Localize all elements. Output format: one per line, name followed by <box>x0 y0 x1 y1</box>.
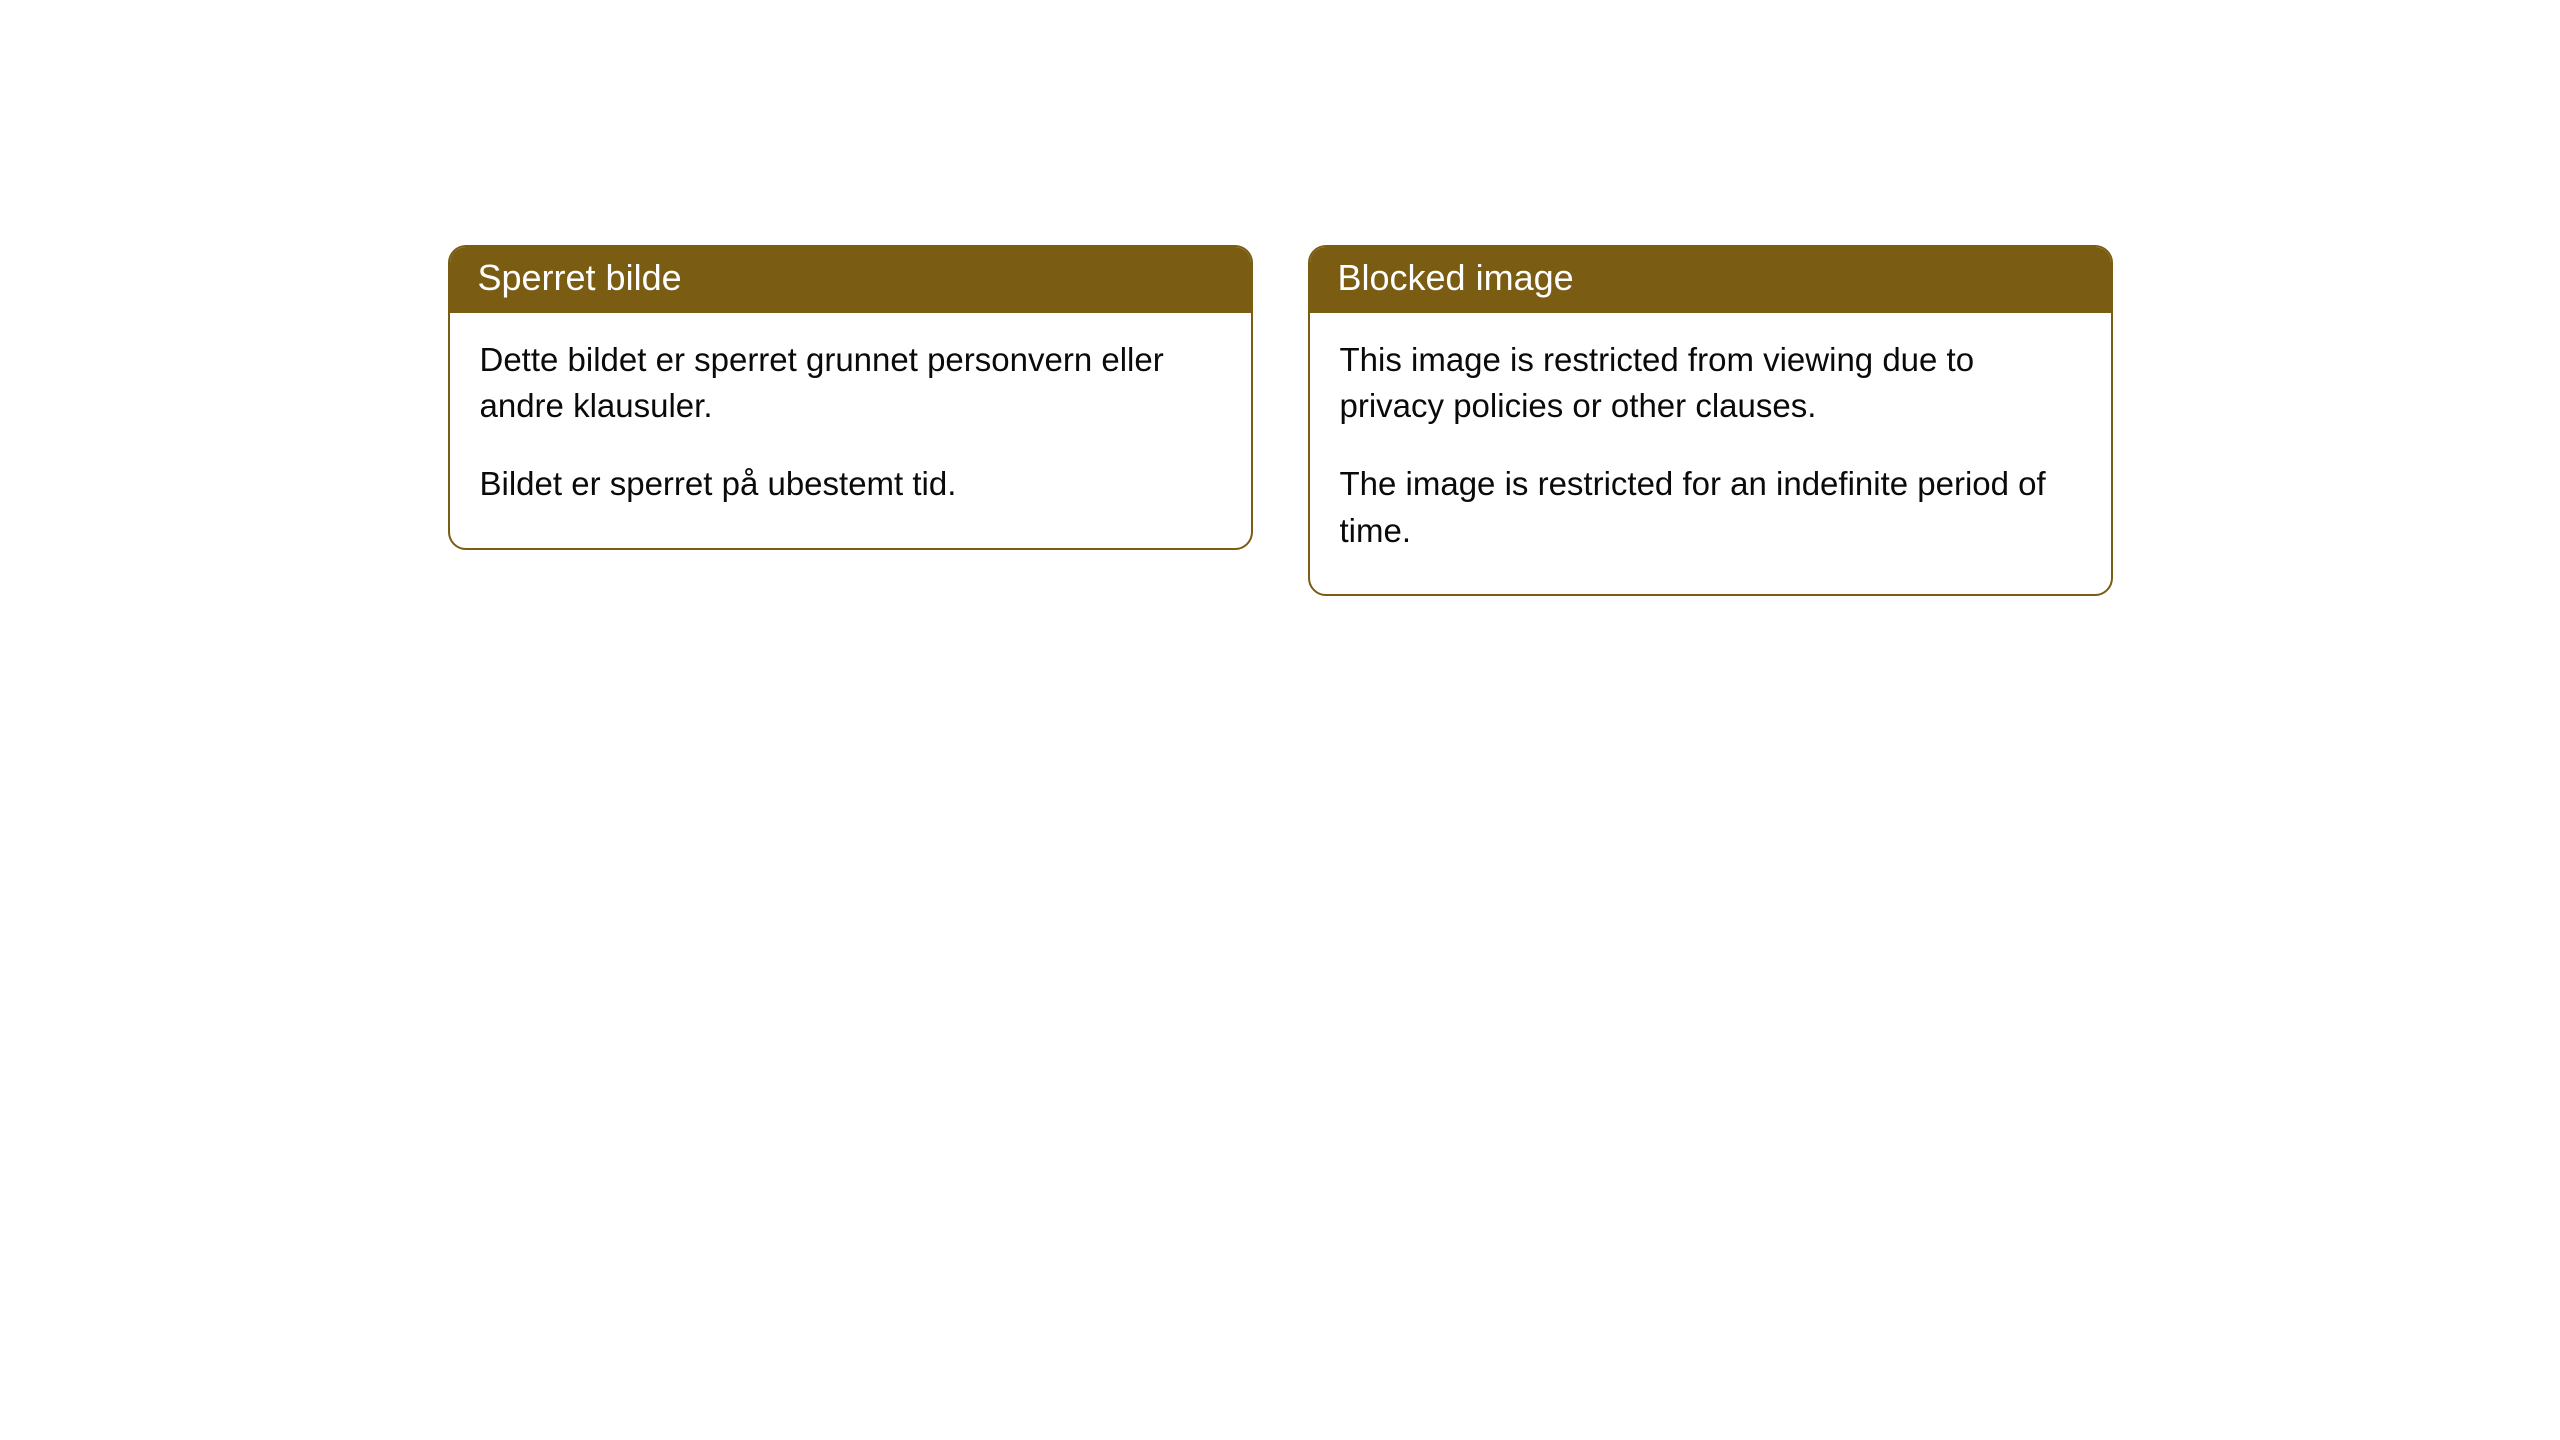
card-body: Dette bildet er sperret grunnet personve… <box>450 313 1251 548</box>
card-paragraph-1: Dette bildet er sperret grunnet personve… <box>480 337 1221 429</box>
notice-card-norwegian: Sperret bilde Dette bildet er sperret gr… <box>448 245 1253 550</box>
card-paragraph-2: The image is restricted for an indefinit… <box>1340 461 2081 553</box>
card-title: Sperret bilde <box>478 257 682 298</box>
card-body: This image is restricted from viewing du… <box>1310 313 2111 594</box>
card-paragraph-1: This image is restricted from viewing du… <box>1340 337 2081 429</box>
card-header: Blocked image <box>1310 247 2111 313</box>
card-header: Sperret bilde <box>450 247 1251 313</box>
card-title: Blocked image <box>1338 257 1574 298</box>
notice-card-english: Blocked image This image is restricted f… <box>1308 245 2113 596</box>
card-paragraph-2: Bildet er sperret på ubestemt tid. <box>480 461 1221 507</box>
